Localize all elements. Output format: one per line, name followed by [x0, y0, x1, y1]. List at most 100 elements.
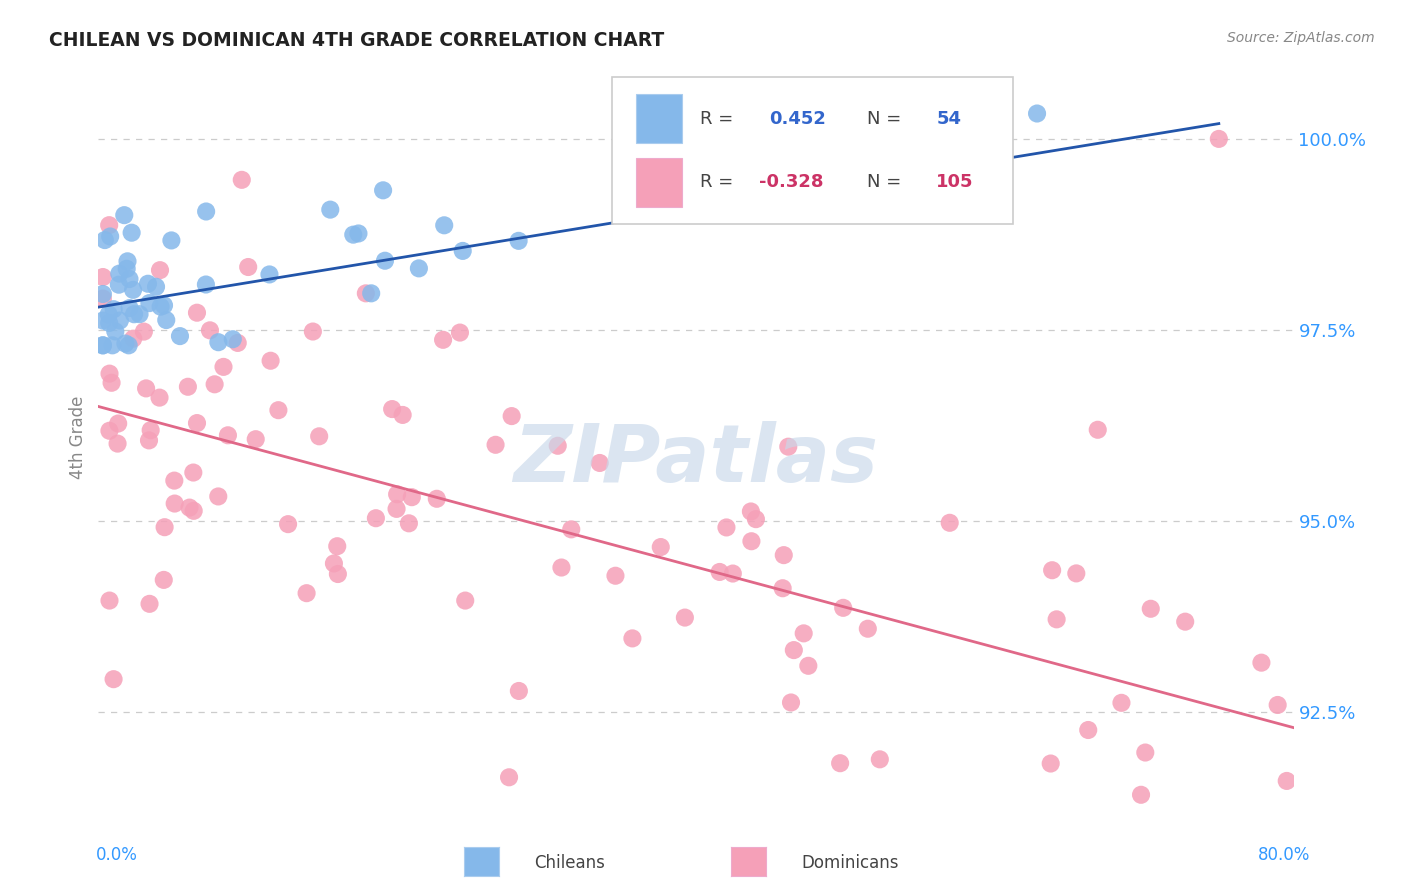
- Text: N =: N =: [868, 173, 907, 191]
- Point: [107, 417, 129, 431]
- Point: [138, 434, 160, 448]
- Point: [560, 522, 582, 536]
- Point: [207, 335, 229, 350]
- Point: [508, 684, 530, 698]
- Point: [222, 332, 245, 346]
- Point: [308, 429, 330, 443]
- Point: [117, 254, 139, 268]
- Point: [1026, 106, 1049, 120]
- Point: [122, 307, 145, 321]
- Point: [830, 756, 852, 771]
- Text: 0.452: 0.452: [769, 110, 825, 128]
- Point: [94, 233, 117, 247]
- Point: [149, 300, 172, 314]
- Point: [1066, 566, 1088, 581]
- Point: [108, 313, 131, 327]
- Text: N =: N =: [868, 110, 907, 128]
- Point: [118, 301, 141, 315]
- Point: [91, 338, 114, 352]
- Point: [108, 267, 131, 281]
- Point: [832, 600, 855, 615]
- Point: [326, 567, 349, 582]
- Point: [98, 316, 121, 330]
- Point: [122, 332, 145, 346]
- Point: [163, 474, 186, 488]
- Point: [381, 402, 404, 417]
- Point: [1275, 773, 1298, 788]
- Point: [484, 438, 506, 452]
- Text: 54: 54: [936, 110, 962, 128]
- Point: [103, 672, 125, 686]
- Point: [547, 439, 569, 453]
- Point: [780, 696, 803, 710]
- Point: [98, 424, 121, 438]
- Point: [385, 502, 408, 516]
- Point: [118, 338, 141, 352]
- Point: [118, 272, 141, 286]
- Point: [231, 173, 253, 187]
- Point: [1039, 756, 1062, 771]
- Point: [145, 280, 167, 294]
- Text: -0.328: -0.328: [759, 173, 824, 191]
- Point: [195, 204, 218, 219]
- Point: [139, 423, 162, 437]
- Point: [122, 283, 145, 297]
- Point: [856, 622, 879, 636]
- Point: [709, 565, 731, 579]
- Point: [1130, 788, 1153, 802]
- Point: [426, 491, 449, 506]
- Point: [91, 287, 114, 301]
- Point: [326, 539, 349, 553]
- Point: [91, 292, 114, 306]
- Point: [1139, 601, 1161, 615]
- Point: [938, 516, 960, 530]
- Point: [347, 227, 370, 241]
- Point: [1135, 746, 1157, 760]
- Point: [212, 359, 235, 374]
- Point: [1250, 656, 1272, 670]
- Point: [160, 234, 183, 248]
- Point: [98, 229, 121, 244]
- FancyBboxPatch shape: [637, 95, 682, 143]
- Point: [149, 263, 172, 277]
- Point: [783, 643, 806, 657]
- Point: [138, 597, 160, 611]
- Point: [277, 517, 299, 532]
- Point: [650, 540, 672, 554]
- Point: [114, 336, 136, 351]
- Point: [323, 557, 346, 571]
- Point: [112, 208, 135, 222]
- Point: [245, 432, 267, 446]
- Text: Source: ZipAtlas.com: Source: ZipAtlas.com: [1227, 31, 1375, 45]
- Point: [136, 277, 159, 291]
- Point: [302, 325, 325, 339]
- Point: [104, 325, 127, 339]
- Point: [449, 326, 471, 340]
- Text: Chileans: Chileans: [534, 855, 605, 872]
- Point: [740, 534, 762, 549]
- Point: [371, 183, 394, 197]
- Point: [950, 198, 973, 212]
- Point: [713, 820, 735, 834]
- Point: [1087, 423, 1109, 437]
- Point: [801, 199, 824, 213]
- Point: [135, 381, 157, 395]
- Text: R =: R =: [700, 110, 738, 128]
- Point: [501, 409, 523, 423]
- Point: [91, 313, 114, 327]
- Text: R =: R =: [700, 173, 738, 191]
- Point: [360, 286, 382, 301]
- Point: [98, 218, 121, 232]
- Point: [169, 329, 191, 343]
- Point: [98, 593, 121, 607]
- Point: [772, 548, 794, 562]
- Point: [186, 416, 208, 430]
- Point: [451, 244, 474, 258]
- Text: 105: 105: [936, 173, 974, 191]
- Point: [107, 436, 129, 450]
- Point: [121, 226, 143, 240]
- Point: [153, 298, 176, 312]
- Point: [633, 107, 655, 121]
- Point: [391, 408, 413, 422]
- Point: [183, 504, 205, 518]
